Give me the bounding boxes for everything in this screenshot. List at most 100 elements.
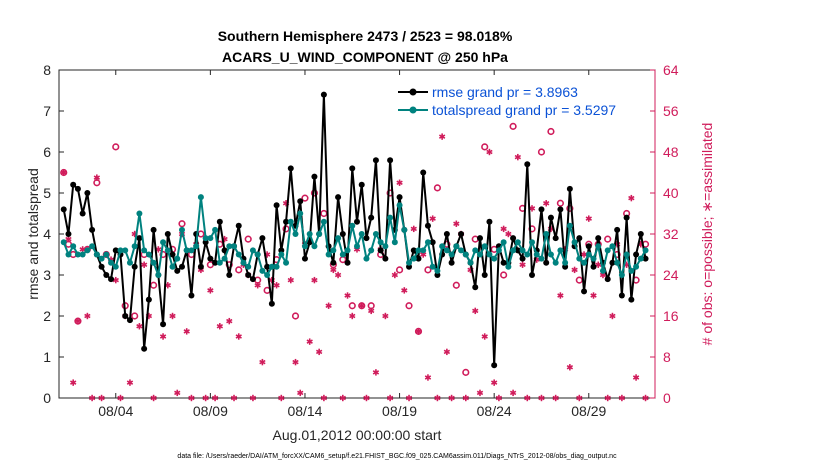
- chart-title-line2: ACARS_U_WIND_COMPONENT @ 250 hPa: [222, 49, 508, 65]
- obs-assimilated-point: [315, 348, 323, 356]
- obs-assimilated-point: [472, 307, 479, 315]
- totalspread-point: [633, 263, 640, 270]
- right-tick-label: 8: [663, 349, 671, 365]
- obs-possible-point: [395, 266, 404, 274]
- totalspread-point: [103, 251, 110, 258]
- obs-assimilated-point: [538, 394, 545, 402]
- totalspread-point: [145, 251, 152, 258]
- obs-possible-point: [547, 127, 555, 136]
- obs-assimilated-point: [188, 394, 195, 402]
- totalspread-point: [377, 239, 384, 246]
- totalspread-point: [462, 251, 469, 258]
- obs-possible-point: [566, 204, 574, 212]
- obs-assimilated-point: [396, 179, 403, 186]
- obs-assimilated-point: [401, 287, 408, 294]
- x-tick-label: 08/29: [571, 403, 606, 419]
- totalspread-point: [273, 263, 280, 270]
- totalspread-point: [259, 267, 266, 274]
- obs-possible-point: [348, 302, 356, 310]
- totalspread-point: [278, 251, 285, 258]
- totalspread-point: [292, 231, 299, 237]
- obs-assimilated-point: [372, 369, 380, 376]
- totalspread-point: [283, 259, 290, 266]
- left-axis-ticks: 0 1 2 3 4 5 6 7 8: [43, 62, 64, 406]
- obs-assimilated-point: [278, 394, 285, 402]
- obs-assimilated-point: [363, 394, 370, 402]
- totalspread-point: [623, 251, 630, 258]
- obs-assimilated-point: [595, 261, 602, 268]
- rmse-point: [514, 247, 521, 254]
- rmse-point: [524, 161, 531, 168]
- rmse-point: [406, 263, 413, 270]
- rmse-point: [202, 239, 209, 246]
- obs-assimilated-point: [292, 358, 299, 366]
- obs-assimilated-point: [382, 312, 389, 320]
- rmse-point: [424, 222, 431, 229]
- right-tick-label: 64: [663, 62, 679, 78]
- totalspread-point: [202, 235, 209, 242]
- obs-assimilated-point: [306, 338, 313, 345]
- totalspread-point: [396, 202, 403, 209]
- totalspread-point: [391, 239, 398, 246]
- obs-assimilated-point: [519, 261, 526, 268]
- rmse-point: [472, 284, 479, 291]
- obs-assimilated-point: [169, 312, 176, 320]
- rmse-point: [264, 263, 271, 270]
- obs-assimilated-point: [500, 225, 507, 233]
- right-tick-label: 48: [663, 144, 679, 160]
- left-tick-label: 2: [43, 308, 51, 324]
- x-tick-label: 08/14: [287, 403, 322, 419]
- totalspread-point: [510, 247, 517, 254]
- x-tick-label: 08/24: [477, 403, 512, 419]
- totalspread-point: [311, 243, 318, 250]
- obs-possible-point: [481, 143, 489, 151]
- totalspread-point: [566, 222, 573, 229]
- obs-assimilated-point: [70, 379, 77, 386]
- left-tick-label: 7: [43, 103, 51, 119]
- rmse-point: [387, 157, 394, 164]
- rmse-point: [122, 313, 129, 319]
- obs-assimilated-point: [230, 394, 238, 402]
- totalspread-point: [226, 243, 233, 250]
- totalspread-point: [358, 231, 365, 237]
- rmse-point: [590, 263, 597, 270]
- totalspread-point: [467, 259, 474, 266]
- totalspread-point: [557, 247, 564, 254]
- totalspread-point: [439, 243, 446, 250]
- totalspread-point: [164, 247, 171, 254]
- obs-assimilated-point: [429, 215, 436, 222]
- rmse-point: [249, 276, 256, 283]
- obs-possible-point: [462, 368, 470, 376]
- obs-assimilated-point: [410, 225, 417, 233]
- rmse-point: [368, 214, 375, 221]
- obs-assimilated-point: [618, 394, 626, 402]
- rmse-point: [169, 251, 176, 258]
- totalspread-point: [401, 226, 408, 233]
- obs-assimilated-point: [259, 358, 266, 366]
- totalspread-point: [112, 263, 119, 270]
- rmse-point: [382, 255, 389, 262]
- totalspread-point: [160, 239, 167, 246]
- totalspread-point: [335, 235, 342, 242]
- obs-assimilated-point: [74, 317, 82, 325]
- obs-assimilated-point: [571, 266, 578, 274]
- left-tick-label: 1: [43, 349, 51, 365]
- totalspread-point: [249, 247, 256, 254]
- rmse-point: [491, 362, 498, 369]
- obs-assimilated-point: [334, 271, 342, 279]
- legend-box: [392, 80, 594, 120]
- totalspread-point: [533, 251, 540, 258]
- obs-possible-point: [301, 194, 309, 202]
- obs-assimilated-point: [183, 328, 190, 335]
- right-tick-label: 56: [663, 103, 679, 119]
- left-tick-label: 0: [43, 390, 51, 406]
- rmse-point: [74, 185, 81, 192]
- obs-assimilated-point: [453, 220, 460, 227]
- obs-possible-point: [537, 148, 546, 156]
- totalspread-point: [221, 255, 228, 262]
- totalspread-point: [60, 239, 67, 246]
- totalspread-point: [240, 259, 247, 266]
- rmse-point: [339, 231, 346, 237]
- totalspread-point: [84, 247, 91, 254]
- totalspread-point: [453, 243, 460, 250]
